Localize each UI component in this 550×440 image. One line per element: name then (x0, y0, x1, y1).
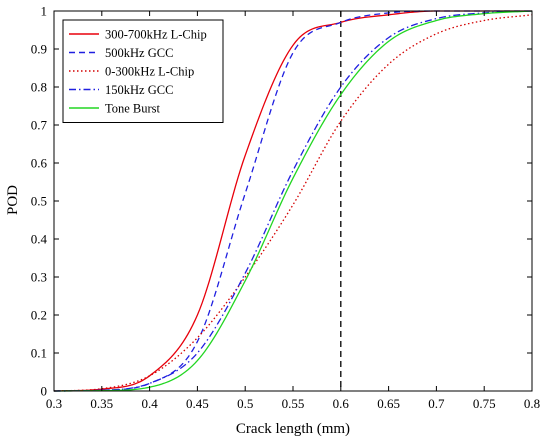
x-tick-label: 0.8 (524, 396, 540, 411)
x-tick-label: 0.6 (333, 396, 350, 411)
x-tick-label: 0.7 (428, 396, 445, 411)
x-tick-label: 0.45 (186, 396, 209, 411)
legend-label: 300-700kHz L-Chip (105, 28, 207, 42)
y-tick-label: 0.7 (31, 118, 48, 133)
series-line (53, 14, 533, 392)
x-tick-label: 0.75 (473, 396, 496, 411)
series-line (53, 10, 533, 392)
x-tick-label: 0.4 (141, 396, 158, 411)
y-tick-label: 0 (41, 384, 48, 399)
legend-label: Tone Burst (105, 102, 161, 116)
y-tick-label: 0.8 (31, 80, 47, 95)
y-tick-label: 1 (41, 4, 48, 19)
legend-label: 0-300kHz L-Chip (105, 65, 194, 79)
x-tick-label: 0.5 (237, 396, 253, 411)
y-tick-label: 0.1 (31, 346, 47, 361)
x-axis-label: Crack length (mm) (236, 421, 350, 437)
y-tick-label: 0.5 (31, 194, 47, 209)
y-axis-label: POD (5, 185, 21, 215)
y-tick-label: 0.6 (31, 156, 48, 171)
legend-label: 150kHz GCC (105, 83, 173, 97)
y-tick-label: 0.2 (31, 308, 47, 323)
x-tick-label: 0.55 (282, 396, 305, 411)
y-tick-label: 0.3 (31, 270, 47, 285)
x-tick-label: 0.35 (90, 396, 113, 411)
x-tick-label: 0.65 (377, 396, 400, 411)
y-tick-label: 0.9 (31, 42, 47, 57)
legend: 300-700kHz L-Chip 500kHz GCC 0-300kHz L-Ch… (62, 19, 224, 123)
x-tick-label: 0.3 (46, 396, 62, 411)
y-tick-label: 0.4 (31, 232, 48, 247)
legend-label: 500kHz GCC (105, 46, 173, 60)
